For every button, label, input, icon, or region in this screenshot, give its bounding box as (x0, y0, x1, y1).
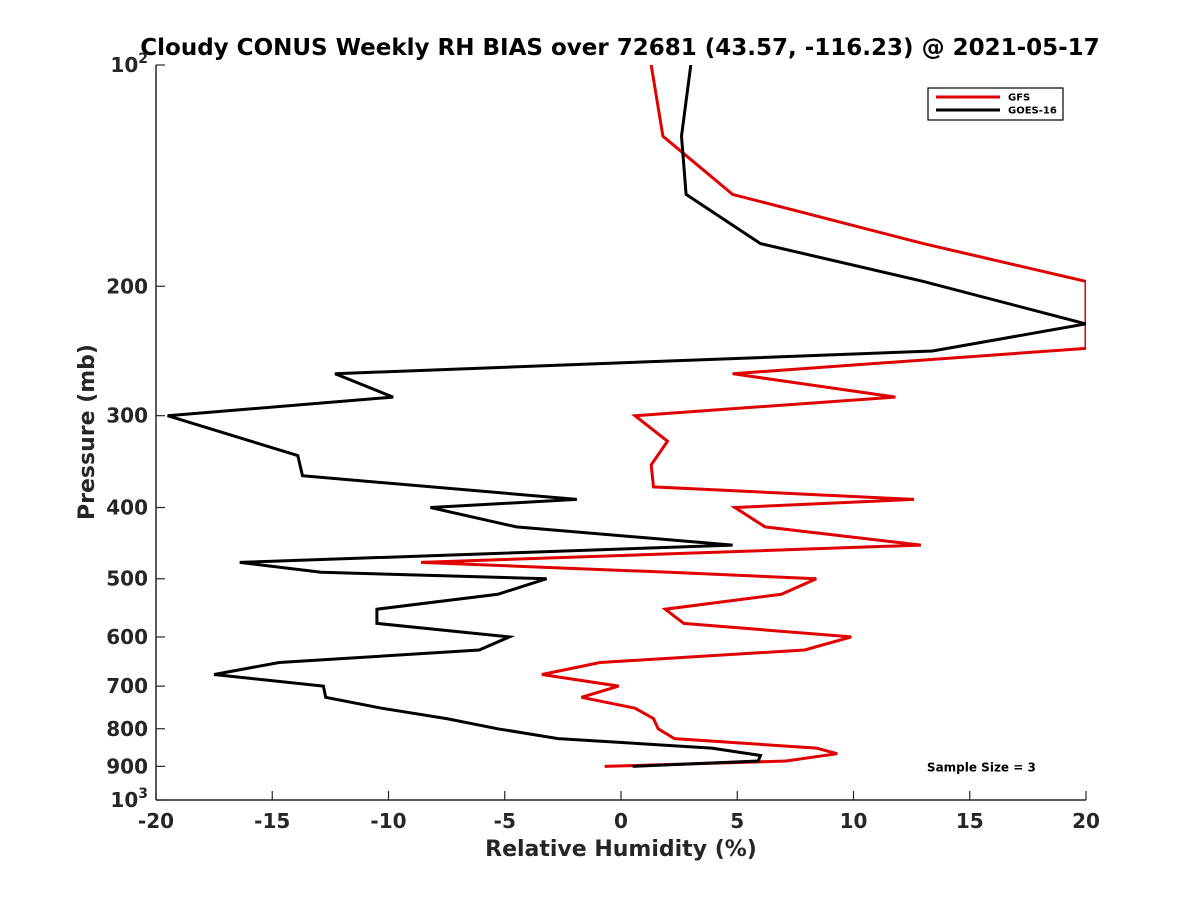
y-tick-label: 600 (106, 625, 148, 649)
x-tick-label: 5 (730, 809, 744, 833)
chart-title: Cloudy CONUS Weekly RH BIAS over 72681 (… (140, 35, 1099, 61)
legend-box (927, 87, 1064, 121)
plot-area: -20 -15 -10 -5 0 5 10 15 20 102 200 300 400 500 600 700… (106, 51, 1100, 833)
y-tick-label: 103 (110, 786, 148, 812)
annotations: Sample Size = 3 (927, 760, 1036, 774)
y-tick-label: 900 (106, 754, 148, 778)
legend-entry-label: GFS (1008, 93, 1030, 104)
series-line-goes-16 (167, 65, 1086, 768)
y-tick-label: 200 (106, 274, 148, 298)
y-tick-label: 102 (110, 51, 148, 77)
x-tick-label: -15 (254, 809, 290, 833)
legend: GFS GOES-16 (927, 87, 1064, 121)
sample-size-annotation: Sample Size = 3 (927, 760, 1036, 774)
y-tick-label: 400 (106, 496, 148, 520)
x-tick-label: -5 (494, 809, 516, 833)
x-axis-label: Relative Humidity (%) (485, 837, 757, 862)
y-tick-label: 800 (106, 717, 148, 741)
x-tick-label: -20 (138, 809, 174, 833)
legend-entry-label: GOES-16 (1008, 106, 1057, 117)
y-tick-label: 700 (106, 674, 148, 698)
x-tick-label: 15 (956, 809, 984, 833)
x-tick-label: 10 (840, 809, 868, 833)
y-axis-label: Pressure (mb) (75, 344, 100, 520)
y-tick-label: 500 (106, 567, 148, 591)
x-tick-label: -10 (370, 809, 406, 833)
x-tick-label: 0 (614, 809, 628, 833)
series-line-gfs (421, 65, 1086, 768)
y-tick-label: 300 (106, 404, 148, 428)
x-tick-label: 20 (1072, 809, 1100, 833)
